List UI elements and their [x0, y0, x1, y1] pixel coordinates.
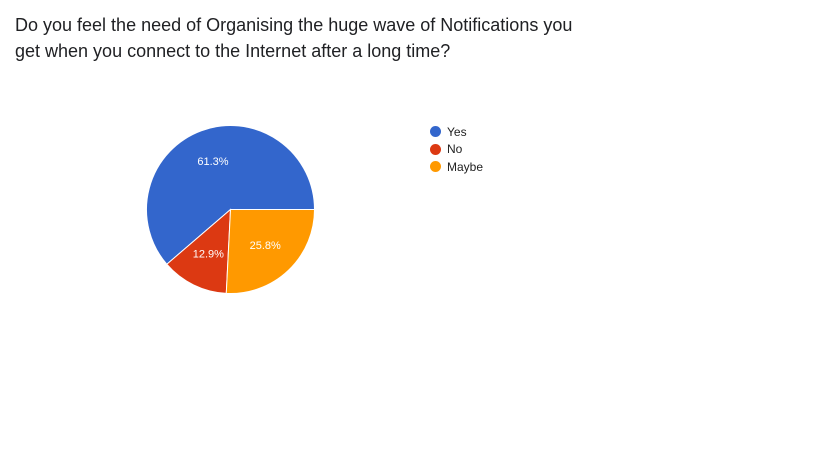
pie-slice-no[interactable]	[166, 208, 232, 294]
legend-item-maybe[interactable]: Maybe	[430, 158, 483, 176]
legend-swatch-no	[430, 143, 441, 155]
pie-labels: 61.3% 12.9% 25.8%	[193, 156, 281, 261]
chart-title-line-1: Do you feel the need of Organising the h…	[15, 15, 573, 35]
legend-item-no[interactable]: No	[430, 141, 483, 159]
chart-title: Do you feel the need of Organising the h…	[15, 12, 655, 64]
pie-slice-maybe[interactable]	[225, 209, 316, 294]
legend-label-no: No	[447, 142, 463, 157]
pie-slice-yes[interactable]	[146, 125, 316, 265]
legend-swatch-yes	[430, 126, 441, 138]
chart-legend: Yes No Maybe	[430, 123, 483, 176]
pie-slices	[146, 125, 316, 294]
legend-label-maybe: Maybe	[447, 159, 484, 174]
pie-label-maybe: 25.8%	[250, 240, 281, 252]
legend-label-yes: Yes	[447, 124, 467, 139]
legend-swatch-maybe	[430, 161, 441, 173]
legend-item-yes[interactable]: Yes	[430, 123, 483, 141]
pie-label-no: 12.9%	[193, 249, 224, 261]
pie-label-yes: 61.3%	[197, 156, 228, 168]
chart-title-line-2: get when you connect to the Internet aft…	[15, 41, 451, 61]
